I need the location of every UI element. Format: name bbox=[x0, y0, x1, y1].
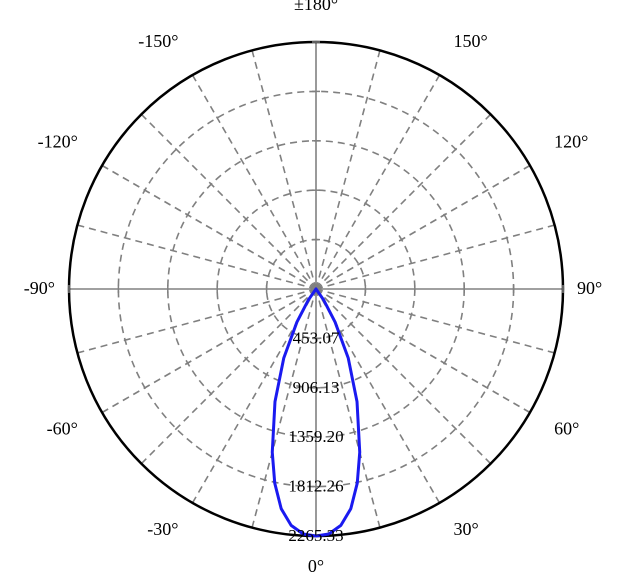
angle-label: -60° bbox=[47, 419, 78, 439]
angle-label: 90° bbox=[577, 278, 602, 298]
polar-chart: 453.07 906.13 1359.20 1812.26 2265.33 ±180° 15… bbox=[0, 0, 632, 586]
angle-label: -90° bbox=[24, 278, 55, 298]
angle-label: -30° bbox=[147, 519, 178, 539]
radial-tick-label: 1359.20 bbox=[288, 427, 343, 446]
angle-label: 0° bbox=[308, 556, 324, 576]
angle-label: -120° bbox=[38, 132, 78, 152]
radial-tick-label: 906.13 bbox=[293, 378, 340, 397]
radial-tick-label: 1812.26 bbox=[288, 477, 343, 496]
angle-label: 150° bbox=[454, 31, 488, 51]
angle-label: 30° bbox=[454, 519, 479, 539]
radial-tick-label: 453.07 bbox=[293, 328, 340, 347]
angle-label: 120° bbox=[554, 132, 588, 152]
angle-label: -150° bbox=[138, 31, 178, 51]
radial-tick-label: 2265.33 bbox=[288, 526, 343, 545]
angle-label: 60° bbox=[554, 419, 579, 439]
angle-label: ±180° bbox=[294, 0, 338, 14]
